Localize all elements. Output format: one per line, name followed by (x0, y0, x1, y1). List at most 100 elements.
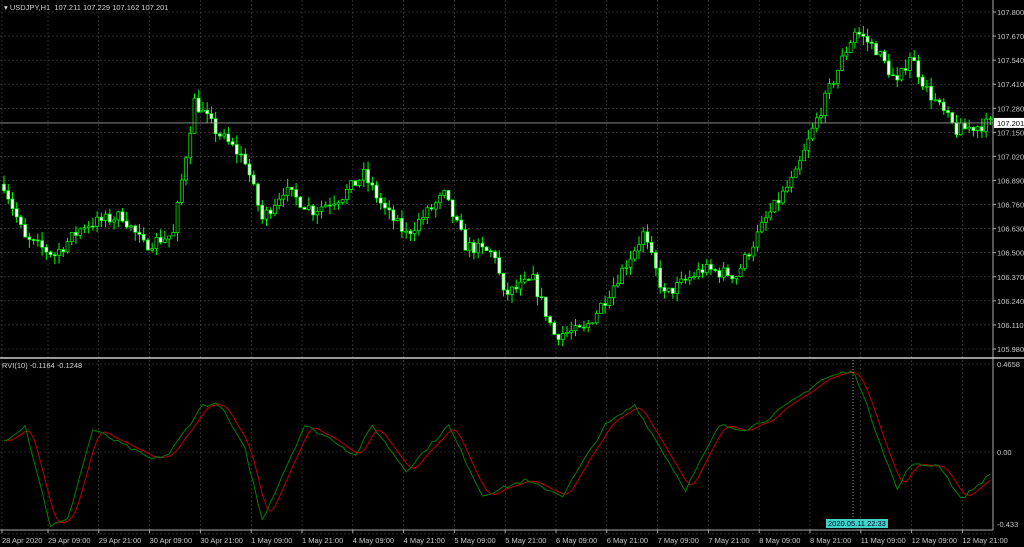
candle-bull (836, 69, 840, 84)
candle-bear (582, 326, 586, 329)
time-tick-label: 12 May 21:00 (962, 536, 1007, 545)
candle-bear (124, 220, 129, 228)
candle-bull (116, 211, 121, 221)
time-tick-label: 7 May 21:00 (708, 536, 749, 545)
candle-bear (954, 122, 959, 135)
candle-bull (607, 297, 612, 306)
candle-bull (167, 235, 171, 240)
candle-bear (141, 234, 146, 241)
candle-bear (14, 208, 19, 218)
candle-bull (586, 323, 591, 328)
candle-bear (251, 174, 256, 185)
candle-bear (929, 85, 933, 101)
candle-bull (442, 190, 447, 196)
candle-bear (717, 270, 722, 278)
candle-bull (336, 201, 341, 205)
candle-bear (527, 279, 531, 281)
time-tick-label: 8 May 09:00 (759, 536, 800, 545)
candle-bull (154, 237, 159, 249)
candle-bear (874, 43, 878, 56)
candle-bull (615, 283, 620, 287)
candle-bull (687, 277, 692, 281)
candle-bull (772, 199, 777, 213)
candle-bull (103, 213, 108, 221)
price-tick-label: 106.110 (997, 321, 1024, 330)
candle-bull (692, 276, 696, 278)
chart-header: ▾ USDJPY,H1 107.211 107.229 107.162 107.… (4, 3, 169, 12)
candle-bull (163, 238, 167, 243)
time-tick-label: 30 Apr 09:00 (150, 536, 193, 545)
candle-bull (759, 222, 764, 233)
candle-bear (44, 246, 49, 253)
candle-bull (433, 202, 438, 210)
price-tick-label: 105.980 (997, 345, 1024, 354)
candle-bear (61, 249, 66, 253)
candle-bear (603, 303, 607, 306)
time-tick-label: 30 Apr 21:00 (200, 536, 243, 545)
candle-bear (137, 231, 142, 235)
candle-bear (903, 68, 908, 71)
candle-bear (31, 239, 36, 241)
candle-bear (658, 267, 663, 288)
price-tick-label: 106.630 (997, 225, 1024, 234)
candle-bear (891, 74, 895, 77)
candle-bull (853, 31, 857, 43)
candle-bull (57, 249, 61, 256)
candle-bear (980, 126, 984, 132)
candle-bull (531, 274, 536, 281)
candle-bull (789, 176, 794, 188)
candle-bear (107, 213, 112, 223)
candle-bear (662, 287, 667, 292)
candle-bull (831, 82, 836, 85)
candle-bull (184, 157, 188, 181)
candle-bear (133, 225, 138, 233)
candle-bull (573, 325, 578, 331)
candle-bear (374, 184, 379, 199)
candle-bull (637, 244, 641, 252)
candle-bull (476, 243, 480, 254)
candle-bull (361, 169, 366, 181)
candle-bull (781, 190, 785, 204)
candle-bear (709, 264, 713, 270)
candle-bear (218, 133, 222, 137)
candle-bear (463, 229, 468, 251)
price-tick-label: 107.800 (997, 8, 1024, 17)
candle-bear (937, 99, 942, 103)
candle-bear (505, 289, 510, 295)
candle-bull (764, 217, 768, 223)
price-tick-label: 107.540 (997, 56, 1024, 65)
candle-bull (848, 42, 853, 53)
candle-bear (256, 183, 260, 206)
candle-bull (332, 203, 337, 206)
candle-bull (599, 303, 603, 314)
candle-bull (823, 92, 828, 116)
candle-bull (395, 218, 400, 221)
candle-bull (734, 276, 739, 280)
candle-bear (950, 112, 955, 123)
time-tick-label: 5 May 09:00 (454, 536, 495, 545)
candle-bear (40, 240, 44, 248)
indicator-tick-label: 0.4658 (997, 360, 1020, 369)
candle-bear (912, 57, 917, 62)
candle-bull (319, 206, 324, 212)
current-price-label: 107.201 (997, 119, 1024, 128)
candle-bull (611, 285, 616, 299)
time-tick-label: 29 Apr 09:00 (48, 536, 91, 545)
candle-bull (323, 204, 328, 208)
candle-bear (747, 254, 751, 257)
candle-bear (683, 278, 688, 281)
candle-bull (785, 186, 790, 192)
candle-bear (700, 269, 705, 273)
candle-bull (188, 132, 193, 159)
candle-bear (713, 269, 718, 271)
candle-bull (281, 194, 286, 200)
price-tick-label: 106.240 (997, 297, 1024, 306)
candle-bear (99, 216, 104, 221)
candle-bull (129, 225, 133, 228)
candle-bull (908, 57, 912, 71)
price-tick-label: 106.500 (997, 249, 1024, 258)
candle-bull (417, 219, 421, 232)
candle-bear (230, 141, 235, 145)
candle-bull (802, 149, 806, 162)
